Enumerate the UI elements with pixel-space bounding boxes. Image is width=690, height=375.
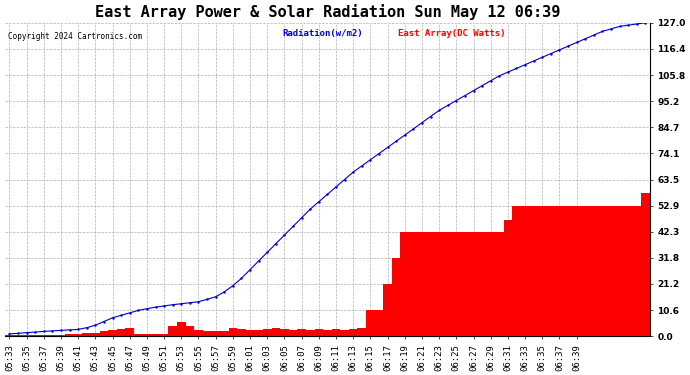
- Bar: [220, 332, 228, 336]
- Bar: [512, 206, 521, 336]
- Bar: [444, 232, 452, 336]
- Bar: [108, 330, 117, 336]
- Bar: [117, 329, 126, 336]
- Bar: [392, 258, 400, 336]
- Bar: [598, 206, 607, 336]
- Bar: [452, 232, 461, 336]
- Bar: [375, 310, 383, 336]
- Bar: [160, 334, 168, 336]
- Bar: [194, 330, 203, 336]
- Bar: [228, 328, 237, 336]
- Bar: [435, 232, 444, 336]
- Bar: [409, 232, 417, 336]
- Bar: [31, 335, 39, 336]
- Bar: [469, 232, 477, 336]
- Bar: [426, 232, 435, 336]
- Text: East Array(DC Watts): East Array(DC Watts): [398, 29, 506, 38]
- Bar: [366, 310, 375, 336]
- Bar: [263, 329, 272, 336]
- Bar: [288, 330, 297, 336]
- Bar: [14, 335, 22, 336]
- Bar: [280, 329, 288, 336]
- Bar: [66, 334, 74, 336]
- Bar: [237, 329, 246, 336]
- Bar: [22, 335, 31, 336]
- Bar: [177, 321, 186, 336]
- Bar: [126, 328, 134, 336]
- Bar: [246, 330, 255, 336]
- Bar: [82, 333, 91, 336]
- Bar: [641, 193, 650, 336]
- Bar: [332, 329, 340, 336]
- Bar: [203, 332, 211, 336]
- Text: Radiation(w/m2): Radiation(w/m2): [282, 29, 363, 38]
- Bar: [57, 335, 66, 336]
- Bar: [48, 335, 57, 336]
- Bar: [74, 334, 82, 336]
- Bar: [134, 334, 143, 336]
- Bar: [607, 206, 615, 336]
- Bar: [564, 206, 572, 336]
- Bar: [383, 284, 392, 336]
- Bar: [555, 206, 564, 336]
- Bar: [572, 206, 581, 336]
- Bar: [99, 332, 108, 336]
- Text: Copyright 2024 Cartronics.com: Copyright 2024 Cartronics.com: [8, 32, 142, 41]
- Bar: [538, 206, 546, 336]
- Bar: [349, 329, 357, 336]
- Bar: [400, 232, 409, 336]
- Bar: [315, 329, 323, 336]
- Bar: [168, 327, 177, 336]
- Bar: [633, 206, 641, 336]
- Bar: [624, 206, 633, 336]
- Bar: [255, 330, 263, 336]
- Bar: [186, 327, 194, 336]
- Bar: [521, 206, 529, 336]
- Bar: [340, 330, 349, 336]
- Bar: [151, 334, 160, 336]
- Bar: [486, 232, 495, 336]
- Bar: [495, 232, 504, 336]
- Bar: [211, 332, 220, 336]
- Bar: [297, 329, 306, 336]
- Bar: [589, 206, 598, 336]
- Bar: [306, 330, 315, 336]
- Bar: [461, 232, 469, 336]
- Bar: [504, 220, 512, 336]
- Bar: [581, 206, 589, 336]
- Bar: [272, 328, 280, 336]
- Bar: [615, 206, 624, 336]
- Bar: [91, 333, 99, 336]
- Bar: [529, 206, 538, 336]
- Bar: [323, 330, 332, 336]
- Bar: [546, 206, 555, 336]
- Bar: [5, 335, 14, 336]
- Bar: [417, 232, 426, 336]
- Bar: [357, 328, 366, 336]
- Bar: [143, 334, 151, 336]
- Bar: [39, 335, 48, 336]
- Title: East Array Power & Solar Radiation Sun May 12 06:39: East Array Power & Solar Radiation Sun M…: [95, 4, 560, 20]
- Bar: [477, 232, 486, 336]
